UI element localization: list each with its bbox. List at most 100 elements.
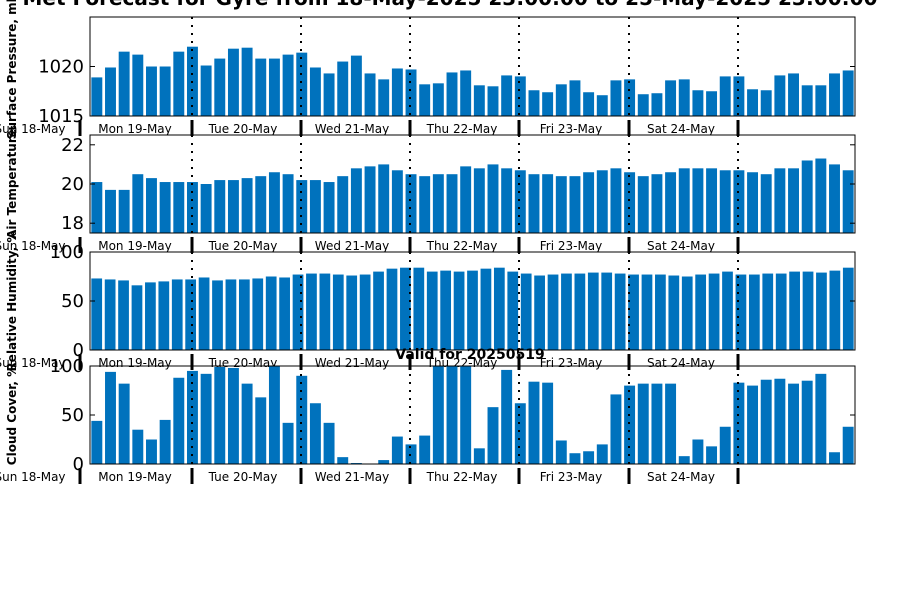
- bar: [788, 73, 799, 116]
- day-marker: [190, 120, 194, 136]
- date-label: Tue 20-May: [208, 122, 278, 136]
- bar: [238, 279, 250, 350]
- bar: [665, 80, 677, 116]
- bar: [212, 280, 223, 350]
- bar: [583, 172, 595, 233]
- day-marker: [408, 237, 412, 253]
- day-marker: [736, 468, 740, 484]
- bar: [542, 382, 554, 464]
- date-label: Sat 24-May: [647, 239, 715, 253]
- bar: [706, 168, 718, 233]
- bar: [419, 84, 431, 116]
- bar: [292, 274, 304, 350]
- day-marker: [78, 120, 82, 136]
- bar: [733, 76, 745, 116]
- day-marker: [736, 237, 740, 253]
- bar: [186, 370, 198, 464]
- date-label: Fri 23-May: [540, 356, 603, 370]
- bar: [446, 72, 458, 116]
- bar: [681, 276, 693, 350]
- bar: [227, 367, 239, 464]
- date-label-first: Sun 18-May: [0, 122, 66, 136]
- bar: [569, 176, 581, 233]
- bar: [296, 52, 308, 116]
- bar: [198, 277, 210, 350]
- bar: [118, 280, 129, 350]
- bar: [255, 176, 267, 233]
- bar: [555, 440, 567, 464]
- day-marker: [408, 354, 412, 370]
- date-label-first: Sun 18-May: [0, 239, 66, 253]
- day-marker: [299, 354, 303, 370]
- y-tick-label: 0: [73, 340, 84, 361]
- date-label: Sat 24-May: [647, 122, 715, 136]
- bar: [159, 66, 171, 116]
- bar: [555, 176, 567, 233]
- bar: [651, 93, 663, 116]
- bar: [159, 419, 171, 464]
- day-marker: [517, 468, 521, 484]
- bar: [432, 366, 444, 464]
- day-marker: [299, 468, 303, 484]
- bar: [528, 381, 540, 464]
- bar: [487, 164, 499, 233]
- day-marker: [408, 468, 412, 484]
- day-marker: [627, 120, 631, 136]
- bar: [446, 174, 458, 233]
- day-marker: [78, 468, 82, 484]
- bar: [282, 422, 294, 464]
- bar: [668, 275, 680, 350]
- bar: [386, 268, 398, 350]
- bar: [460, 166, 472, 233]
- bar: [132, 54, 144, 116]
- bar: [405, 444, 417, 464]
- bar: [748, 274, 760, 350]
- bar: [561, 273, 572, 350]
- bar: [815, 373, 827, 464]
- bar: [816, 272, 827, 350]
- day-marker: [408, 120, 412, 136]
- bar: [708, 273, 720, 350]
- y-tick-label: 18: [61, 213, 84, 234]
- day-marker: [627, 237, 631, 253]
- bar: [719, 170, 731, 233]
- bar: [91, 420, 103, 464]
- bar: [507, 271, 519, 350]
- bar: [596, 170, 608, 233]
- date-label: Tue 20-May: [208, 470, 278, 484]
- bar: [596, 444, 608, 464]
- bar: [309, 403, 321, 464]
- bar: [214, 180, 226, 233]
- y-axis-label: Air Temperature: [5, 129, 19, 239]
- day-marker: [190, 237, 194, 253]
- bar: [473, 448, 485, 464]
- bar: [735, 274, 747, 350]
- bar: [695, 274, 707, 350]
- bar: [692, 439, 704, 464]
- bar: [829, 73, 840, 116]
- bar: [706, 446, 718, 464]
- bar: [528, 174, 540, 233]
- bar: [105, 67, 116, 116]
- bar: [200, 65, 212, 116]
- bar: [637, 94, 649, 116]
- bar: [614, 273, 626, 350]
- bar: [692, 168, 704, 233]
- bar: [651, 383, 663, 464]
- y-tick-label: 100: [50, 242, 84, 263]
- bar: [346, 275, 358, 350]
- bar: [665, 172, 677, 233]
- bar: [200, 373, 212, 464]
- day-marker: [299, 237, 303, 253]
- bar: [760, 90, 772, 116]
- bar: [587, 272, 599, 350]
- bar: [501, 168, 513, 233]
- bar: [665, 383, 677, 464]
- date-label-first: Sun 18-May: [0, 356, 66, 370]
- bar: [473, 85, 485, 116]
- bar: [118, 51, 130, 116]
- day-marker: [736, 354, 740, 370]
